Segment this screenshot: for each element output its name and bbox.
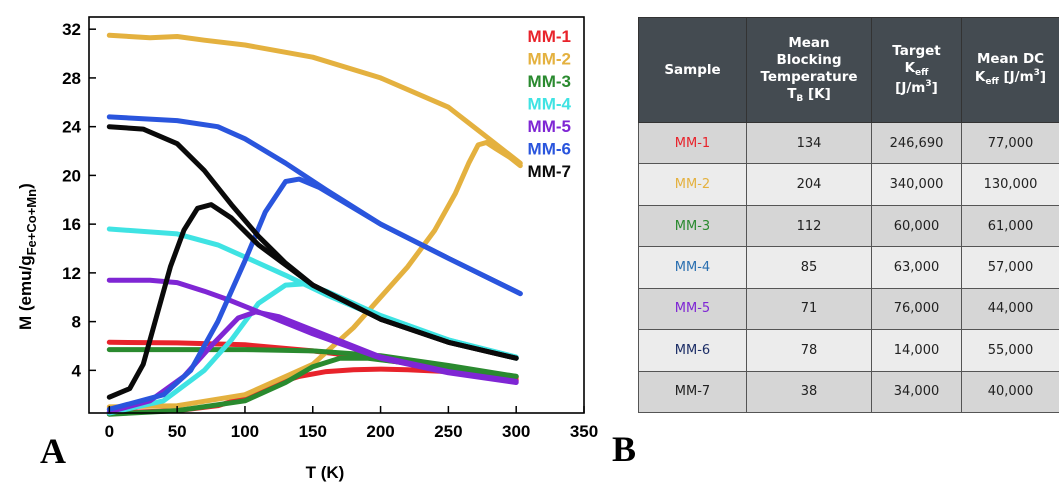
cell-target-keff: 76,000 <box>871 287 962 331</box>
table-row: MM-4 85 63,000 57,000 <box>638 246 1059 289</box>
y-axis-label: M (emu/gFe+Co+Mn) <box>16 183 39 330</box>
x-tick-label: 150 <box>299 422 327 441</box>
cell-blocking-temperature: 134 <box>746 121 872 165</box>
plot-frame <box>88 16 585 414</box>
series-line-mm-7-fc <box>106 124 519 361</box>
series-line-mm-6-fc <box>106 114 523 297</box>
cell-blocking-temperature: 204 <box>746 163 872 206</box>
properties-table-panel: Sample Mean Blocking Temperature TB [K] … <box>638 17 1059 414</box>
series-line-mm-2-zfc <box>106 140 523 410</box>
table-row: MM-3 112 60,000 61,000 <box>638 204 1059 248</box>
legend-entry-mm-6: MM-6 <box>528 140 571 159</box>
y-tick-label: 4 <box>72 361 82 380</box>
cell-mean-dc-keff: 130,000 <box>961 163 1059 206</box>
x-tick-label: 250 <box>434 422 462 441</box>
table-row: MM-6 78 14,000 55,000 <box>638 329 1059 372</box>
cell-sample: MM-6 <box>638 329 747 372</box>
cell-sample: MM-1 <box>638 121 747 165</box>
cell-sample: MM-7 <box>638 370 747 414</box>
legend-entry-mm-3: MM-3 <box>528 72 571 91</box>
series-line-mm-5-fc <box>106 277 519 385</box>
ticks-layer: 0 50 100 150 200 250 300 350 4 8 12 16 20 24 28 32 <box>62 20 598 441</box>
x-tick-label: 50 <box>168 422 187 441</box>
header-mean-dc-keff: Mean DC Keff [J/m3] <box>961 17 1059 123</box>
series-layer <box>106 32 523 417</box>
y-tick-label: 24 <box>62 118 81 137</box>
cell-target-keff: 340,000 <box>871 163 962 206</box>
y-tick-label: 32 <box>62 20 81 39</box>
cell-target-keff: 60,000 <box>871 204 962 248</box>
cell-target-keff: 34,000 <box>871 370 962 414</box>
cell-mean-dc-keff: 40,000 <box>961 370 1059 414</box>
header-sample: Sample <box>638 17 747 123</box>
legend: MM-1 MM-2 MM-3 MM-4 MM-5 MM-6 MM-7 <box>528 27 572 181</box>
cell-target-keff: 14,000 <box>871 329 962 372</box>
table-row: MM-1 134 246,690 77,000 <box>638 121 1059 165</box>
x-tick-label: 300 <box>502 422 530 441</box>
legend-entry-mm-7: MM-7 <box>528 162 571 181</box>
cell-sample: MM-4 <box>638 246 747 289</box>
y-tick-label: 16 <box>62 215 81 234</box>
table-row: MM-5 71 76,000 44,000 <box>638 287 1059 331</box>
cell-sample: MM-5 <box>638 287 747 331</box>
magnetization-chart: 0 50 100 150 200 250 300 350 4 8 12 16 20 24 28 32 MM-1… <box>16 16 598 482</box>
y-tick-label: 20 <box>62 166 81 185</box>
cell-sample: MM-2 <box>638 163 747 206</box>
cell-blocking-temperature: 78 <box>746 329 872 372</box>
cell-mean-dc-keff: 77,000 <box>961 121 1059 165</box>
cell-blocking-temperature: 38 <box>746 370 872 414</box>
panel-label-b: B <box>612 429 637 469</box>
x-tick-label: 200 <box>366 422 394 441</box>
legend-entry-mm-4: MM-4 <box>528 95 572 114</box>
cell-target-keff: 63,000 <box>871 246 962 289</box>
x-tick-label: 350 <box>570 422 598 441</box>
legend-entry-mm-2: MM-2 <box>528 50 571 69</box>
y-tick-label: 8 <box>72 313 81 332</box>
cell-sample: MM-3 <box>638 204 747 248</box>
x-tick-label: 0 <box>105 422 114 441</box>
y-tick-label: 28 <box>62 69 81 88</box>
series-line-mm-4-fc <box>106 226 519 361</box>
cell-blocking-temperature: 112 <box>746 204 872 248</box>
legend-entry-mm-1: MM-1 <box>528 27 571 46</box>
y-tick-label: 12 <box>62 264 81 283</box>
cell-mean-dc-keff: 55,000 <box>961 329 1059 372</box>
cell-blocking-temperature: 71 <box>746 287 872 331</box>
table-row: MM-7 38 34,000 40,000 <box>638 370 1059 414</box>
table-row: MM-2 204 340,000 130,000 <box>638 163 1059 206</box>
cell-mean-dc-keff: 61,000 <box>961 204 1059 248</box>
x-axis-label: T (K) <box>306 463 345 482</box>
legend-entry-mm-5: MM-5 <box>528 117 571 136</box>
cell-mean-dc-keff: 57,000 <box>961 246 1059 289</box>
table-header-row: Sample Mean Blocking Temperature TB [K] … <box>638 17 1059 123</box>
properties-table: Sample Mean Blocking Temperature TB [K] … <box>638 17 1059 414</box>
table-body: MM-1 134 246,690 77,000 MM-2 204 340,000 130,00… <box>638 121 1059 414</box>
panel-label-a: A <box>40 431 66 471</box>
cell-mean-dc-keff: 44,000 <box>961 287 1059 331</box>
x-tick-label: 100 <box>231 422 259 441</box>
header-blocking-temperature: Mean Blocking Temperature TB [K] <box>746 17 872 123</box>
series-line-mm-2-fc <box>106 32 523 166</box>
cell-target-keff: 246,690 <box>871 121 962 165</box>
header-target-keff: Target Keff [J/m3] <box>871 17 962 123</box>
cell-blocking-temperature: 85 <box>746 246 872 289</box>
